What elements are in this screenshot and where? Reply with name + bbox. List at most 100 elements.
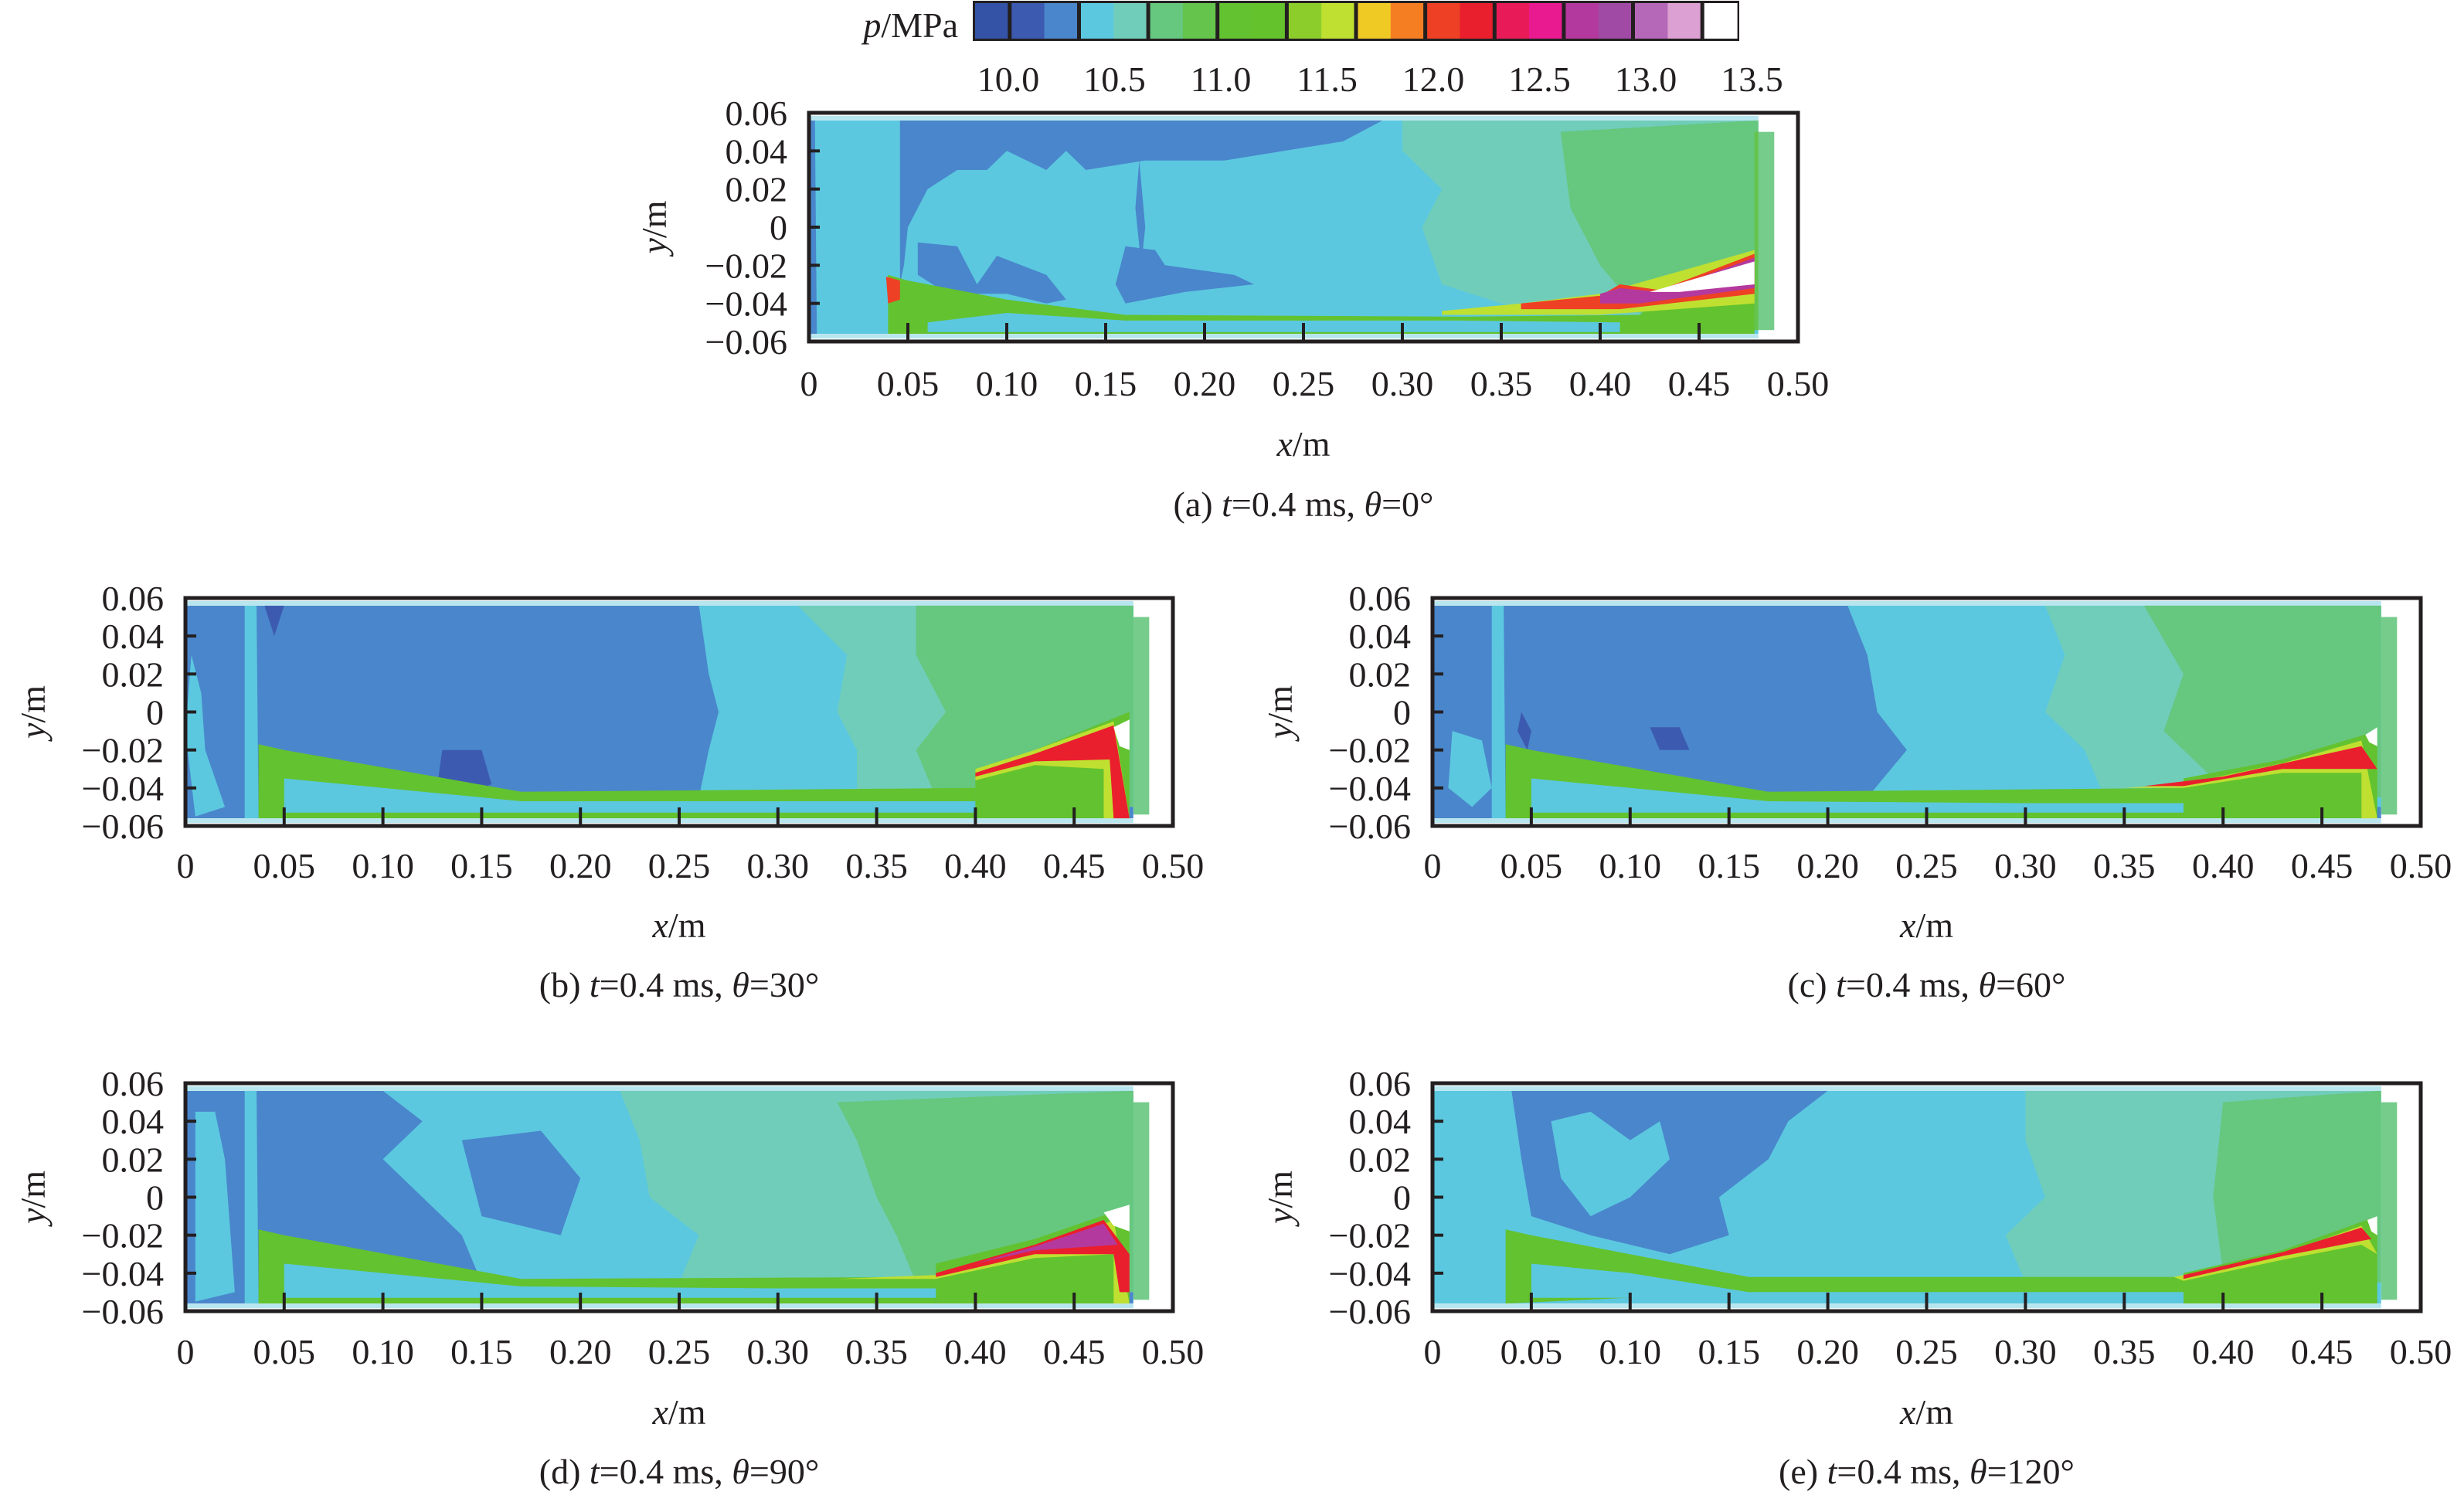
contour-region: [888, 256, 1755, 335]
x-tick-label: 0.25: [648, 846, 711, 885]
x-tick-label: 0: [800, 364, 818, 403]
x-tick-label: 0.05: [1500, 846, 1563, 885]
x-tick-label: 0.15: [450, 1332, 513, 1371]
colorbar-divider: [1284, 3, 1289, 39]
outlet-region: [1758, 131, 1775, 331]
x-tick-label: 0.05: [253, 846, 316, 885]
colorbar-tick-label: 11.5: [1297, 59, 1358, 99]
contour-region: [885, 277, 900, 304]
y-tick-label: 0.04: [102, 617, 165, 656]
contour-region: [195, 1111, 235, 1302]
x-tick-label: 0.05: [1500, 1332, 1563, 1371]
x-tick-label: 0: [177, 1332, 195, 1371]
colorbar-divider: [1215, 3, 1220, 39]
colorbar-ticks: 10.0 10.5 11.0 11.5 12.0 12.5 13.0 13.5: [977, 59, 1783, 99]
colorbar-swatch: [1182, 3, 1218, 39]
x-tick-label: 0.40: [2192, 1332, 2255, 1371]
y-tick-label: 0.06: [102, 579, 165, 618]
y-tick-label: 0.02: [102, 1140, 165, 1179]
contour-region: [2184, 1227, 2372, 1279]
x-tick-label: 0.25: [1895, 1332, 1958, 1371]
colorbar-swatch: [1113, 3, 1149, 39]
x-tick-label: 0.45: [2291, 1332, 2354, 1371]
panel-b: 0 0.05 0.10 0.15 0.20 0.25 0.30 0.35 0.40 0.45 0.5…: [13, 579, 1204, 1004]
contour-region: [1754, 131, 1759, 331]
y-tick-label: 0.06: [102, 1064, 165, 1103]
contour-region: [2367, 1216, 2377, 1235]
x-tick-label: 0.05: [253, 1332, 316, 1371]
y-tick-label: 0: [1393, 1178, 1411, 1218]
x-tick-label: 0.20: [1796, 1332, 1859, 1371]
colorbar-swatch: [1563, 3, 1599, 39]
x-tick-label: 0.40: [2192, 846, 2255, 885]
field-edge-strip: [1433, 1303, 2381, 1309]
x-tick-label: 0: [1424, 846, 1442, 885]
panel-caption: (a) t=0.4 ms, θ=0°: [1174, 484, 1434, 524]
x-axis-label: x/m: [1899, 1392, 1953, 1432]
x-tick-label: 0.40: [1569, 364, 1632, 403]
colorbar-divider: [1492, 3, 1497, 39]
colorbar-swatch: [1286, 3, 1322, 39]
colorbar-divider: [1146, 3, 1150, 39]
y-tick-label: 0.02: [726, 170, 788, 209]
y-tick-label: 0: [1393, 693, 1411, 732]
contour-region: [1103, 1205, 1130, 1232]
contour-region: [185, 654, 226, 817]
x-tick-label: 0.30: [1994, 1332, 2057, 1371]
contour-region: [244, 605, 259, 819]
x-tick-label: 0.10: [352, 846, 414, 885]
x-axis-label: x/m: [652, 906, 706, 945]
x-tick-label: 0.35: [845, 846, 908, 885]
x-tick-label: 0.10: [352, 1332, 414, 1371]
y-tick-label: 0.06: [1349, 1064, 1412, 1103]
colorbar-divider: [1700, 3, 1704, 39]
contour-field: [1433, 1090, 2381, 1304]
x-tick-label: 0.40: [944, 1332, 1007, 1371]
x-tick-label: 0.25: [1895, 846, 1958, 885]
y-tick-label: −0.02: [82, 1216, 164, 1256]
y-axis-label: y/m: [13, 1171, 53, 1227]
y-tick-label: 0.02: [102, 654, 165, 694]
contour-region: [461, 1130, 581, 1235]
colorbar-swatch: [1044, 3, 1079, 39]
y-axis-label: y/m: [634, 200, 674, 257]
contour-region: [1438, 1102, 1473, 1302]
x-tick-label: 0.25: [1273, 364, 1335, 403]
outlet-region: [2381, 1102, 2398, 1300]
contour-region: [1517, 712, 1531, 750]
colorbar-tick-label: 12.5: [1508, 59, 1571, 99]
x-tick-label: 0.50: [1142, 1332, 1205, 1371]
colorbar-tick-label: 13.5: [1721, 59, 1783, 99]
contour-region: [1600, 257, 1755, 304]
contour-field: [185, 1090, 1133, 1304]
x-tick-label: 0.45: [1043, 1332, 1106, 1371]
contour-region: [1650, 727, 1690, 750]
colorbar-swatch: [1252, 3, 1287, 39]
field-edge-strip: [809, 115, 1759, 121]
contour-region: [975, 1223, 1118, 1264]
colorbar-swatch: [1529, 3, 1565, 39]
y-axis-label: y/m: [1260, 1171, 1300, 1227]
x-tick-label: 0.25: [648, 1332, 711, 1371]
x-tick-label: 0.45: [1668, 364, 1731, 403]
y-tick-label: 0.02: [1349, 1140, 1412, 1179]
x-tick-label: 0.30: [747, 846, 810, 885]
contour-region: [1650, 261, 1755, 292]
panel-caption: (e) t=0.4 ms, θ=120°: [1779, 1452, 2075, 1491]
x-tick-label: 0.15: [1698, 846, 1760, 885]
y-tick-label: −0.06: [1329, 807, 1411, 846]
colorbar-swatch: [1598, 3, 1634, 39]
y-tick-label: 0.04: [726, 131, 788, 171]
y-tick-label: −0.06: [82, 807, 164, 846]
colorbar-swatch: [1494, 3, 1530, 39]
field-edge-strip: [1433, 818, 2381, 824]
contour-region: [1135, 160, 1146, 266]
x-tick-label: 0.20: [1796, 846, 1859, 885]
x-tick-label: 0.35: [2093, 1332, 2156, 1371]
x-tick-label: 0: [177, 846, 195, 885]
x-tick-label: 0.30: [747, 1332, 810, 1371]
colorbar-label-unit: /MPa: [881, 5, 958, 45]
colorbar-swatch: [1425, 3, 1460, 39]
contour-region: [1113, 719, 1130, 750]
panel-c: 0 0.05 0.10 0.15 0.20 0.25 0.30 0.35 0.40 0.45 0.5…: [1260, 579, 2452, 1004]
